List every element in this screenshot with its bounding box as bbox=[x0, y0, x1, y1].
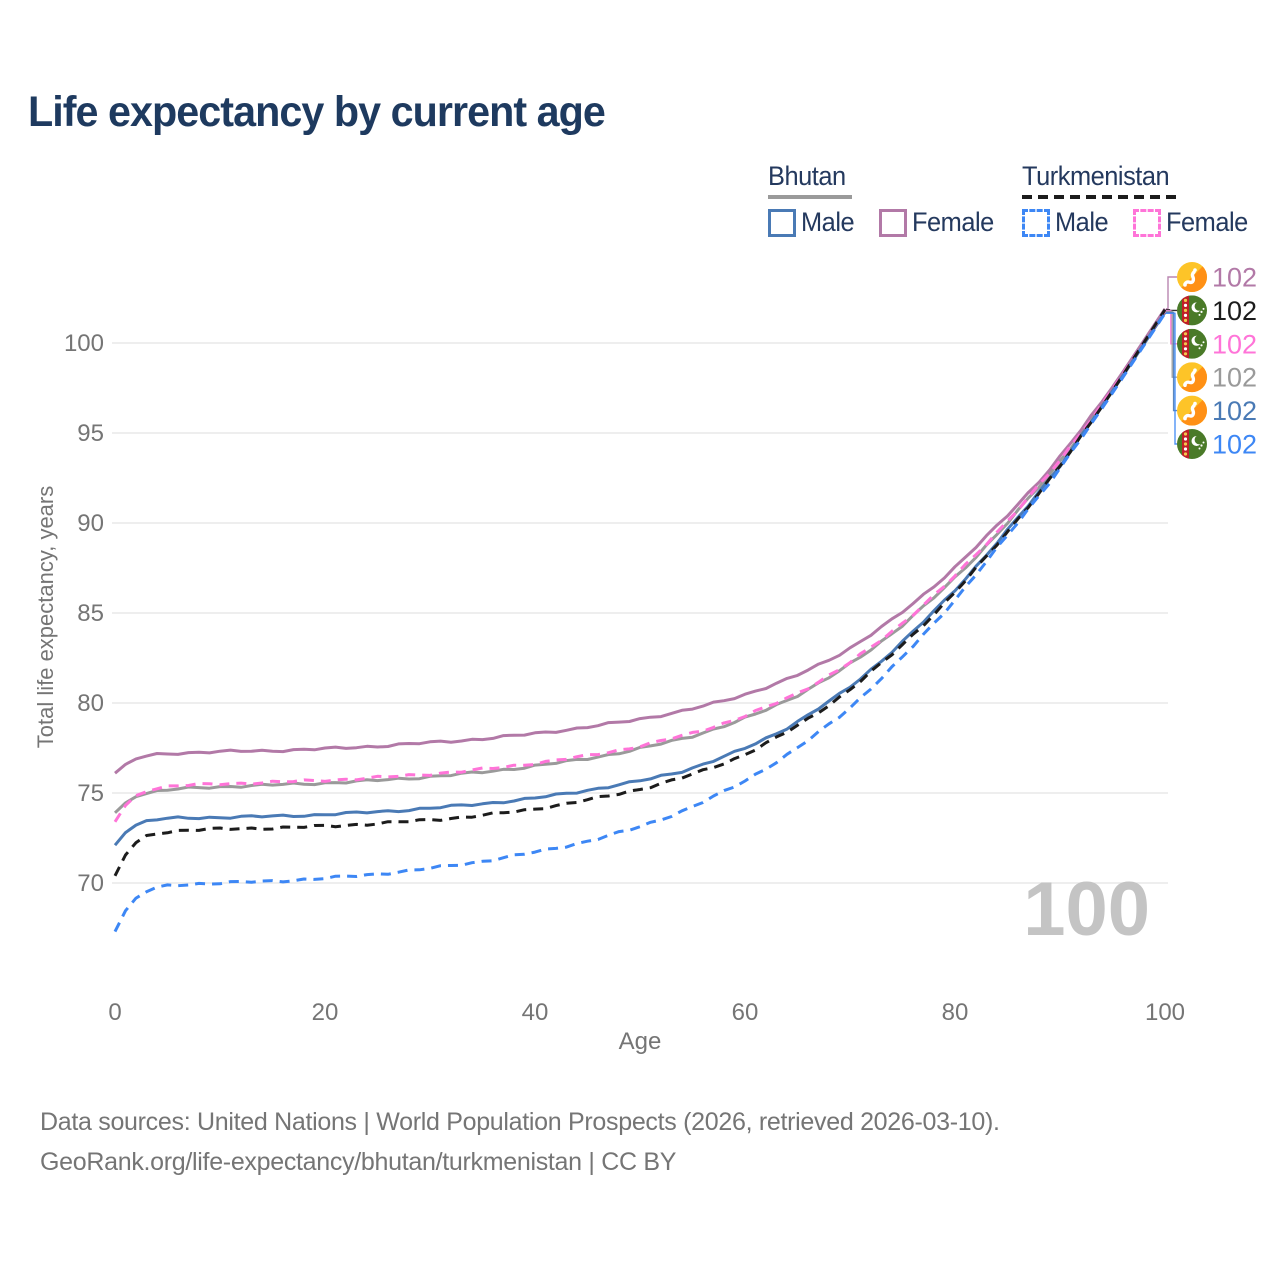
end-value-bhutan_female: 102 bbox=[1212, 263, 1257, 293]
y-tick-label: 100 bbox=[64, 330, 104, 357]
legend-swatch-bhutan-male[interactable] bbox=[768, 208, 796, 237]
footer-url[interactable]: GeoRank.org/life-expectancy/bhutan/turkm… bbox=[40, 1148, 677, 1176]
legend-label-bhutan-female[interactable]: Female bbox=[911, 207, 994, 237]
x-tick-label: 80 bbox=[942, 999, 969, 1026]
legend-label-turkmenistan-male[interactable]: Male bbox=[1055, 207, 1109, 237]
legend-label-turkmenistan-female[interactable]: Female bbox=[1165, 207, 1248, 237]
x-tick-label: 40 bbox=[522, 999, 549, 1026]
age-counter-watermark: 100 bbox=[1023, 867, 1150, 952]
series-line-bhutan_male[interactable] bbox=[113, 311, 1167, 847]
legend-underline-turkmenistan bbox=[1022, 195, 1176, 199]
y-tick-label: 90 bbox=[77, 510, 104, 537]
footer-data-sources: Data sources: United Nations | World Pop… bbox=[40, 1108, 1000, 1136]
turkmenistan-flag-icon bbox=[1177, 429, 1207, 459]
end-value-bhutan_male: 102 bbox=[1212, 396, 1257, 426]
end-value-turkmenistan_male: 102 bbox=[1212, 430, 1257, 460]
turkmenistan-flag-icon bbox=[1177, 328, 1207, 359]
end-value-turkmenistan_female: 102 bbox=[1212, 329, 1257, 359]
x-tick-label: 20 bbox=[312, 999, 339, 1026]
bhutan-flag-icon bbox=[1177, 362, 1207, 393]
x-tick-label: 60 bbox=[732, 999, 759, 1026]
bhutan-flag-icon bbox=[1177, 262, 1207, 292]
series-lines bbox=[113, 307, 1167, 933]
leader-line-turkmenistan_male bbox=[1166, 312, 1177, 445]
legend-country-bhutan[interactable]: Bhutan bbox=[768, 161, 846, 191]
legend-underline-bhutan bbox=[768, 195, 852, 199]
bhutan-flag-icon bbox=[1177, 395, 1207, 426]
turkmenistan-flag-icon bbox=[1177, 295, 1207, 326]
x-tick-label: 0 bbox=[108, 999, 121, 1026]
legend-swatch-turkmenistan-female[interactable] bbox=[1132, 208, 1161, 237]
x-axis-title: Age bbox=[618, 1028, 662, 1055]
series-line-turkmenistan_female[interactable] bbox=[113, 309, 1167, 823]
series-line-bhutan_female[interactable] bbox=[114, 307, 1167, 775]
y-tick-label: 85 bbox=[77, 600, 104, 627]
y-tick-label: 75 bbox=[77, 780, 104, 807]
y-axis-title: Total life expectancy, years bbox=[33, 485, 58, 749]
page-title: Life expectancy by current age bbox=[28, 88, 606, 136]
series-line-turkmenistan_male[interactable] bbox=[113, 312, 1167, 933]
legend-swatch-turkmenistan-male[interactable] bbox=[1022, 208, 1050, 237]
series-line-turkmenistan_all[interactable] bbox=[113, 308, 1167, 877]
legend-group-bhutan: Bhutan Male Female bbox=[768, 161, 1020, 238]
legend-swatch-bhutan-female[interactable] bbox=[878, 208, 907, 237]
end-value-bhutan_all: 102 bbox=[1212, 363, 1257, 393]
legend-label-bhutan-male[interactable]: Male bbox=[801, 207, 855, 237]
legend-group-turkmenistan: Turkmenistan Male Female bbox=[1022, 161, 1274, 238]
grid-and-ticks: 70 75 80 85 90 95 100 0 20 40 60 80 100 bbox=[64, 330, 1185, 1026]
series-line-bhutan_all[interactable] bbox=[113, 310, 1167, 814]
x-tick-label: 100 bbox=[1145, 999, 1185, 1026]
legend-country-turkmenistan[interactable]: Turkmenistan bbox=[1022, 161, 1170, 191]
leader-line-bhutan_female bbox=[1166, 276, 1177, 310]
y-tick-label: 95 bbox=[77, 420, 104, 447]
y-tick-label: 80 bbox=[77, 690, 104, 717]
end-value-turkmenistan_all: 102 bbox=[1212, 296, 1257, 326]
y-tick-label: 70 bbox=[77, 870, 104, 897]
